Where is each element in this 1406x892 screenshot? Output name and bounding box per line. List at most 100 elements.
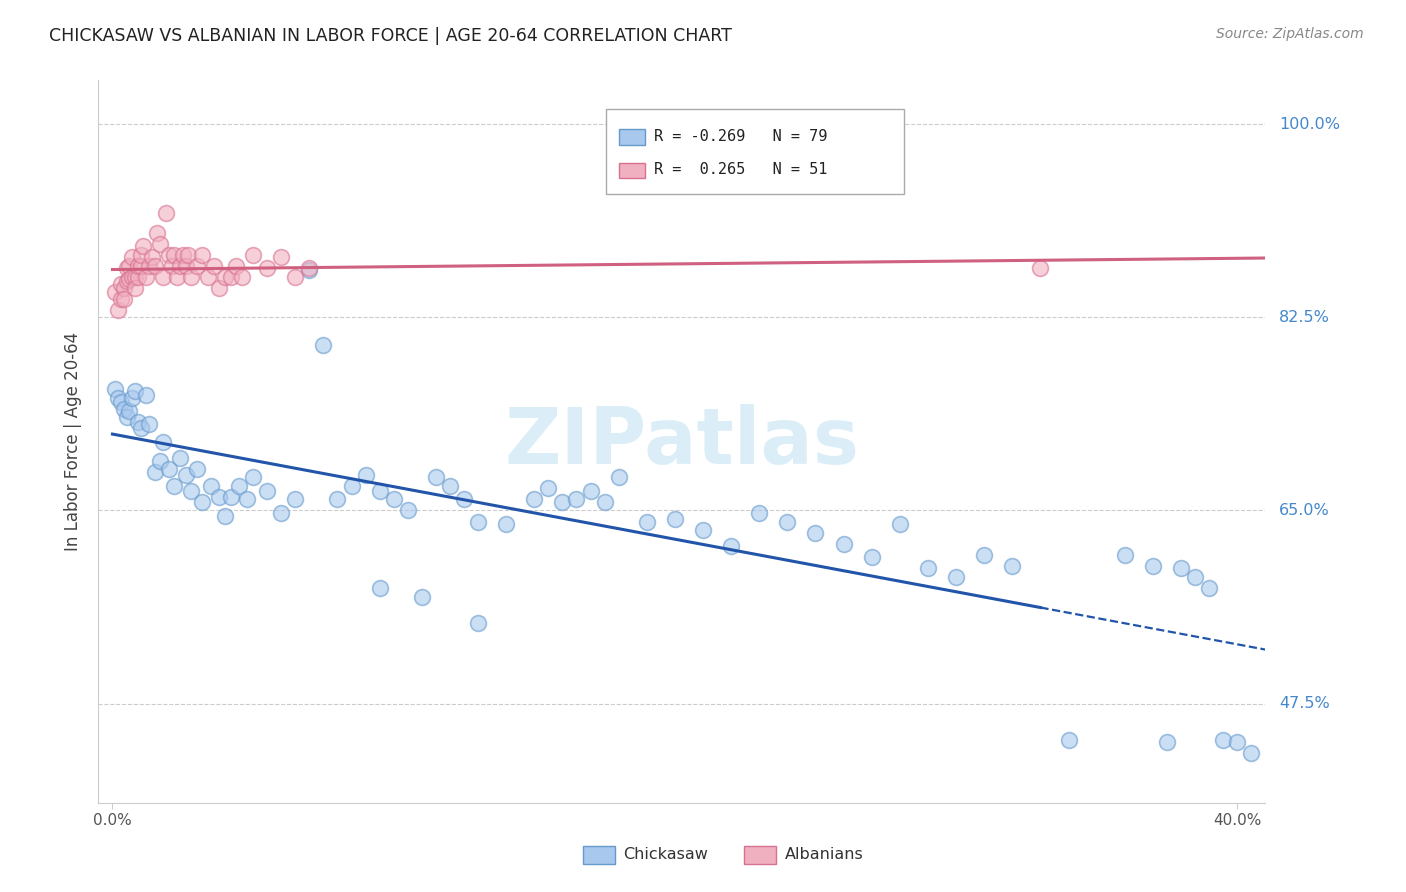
Point (197, 269, 219, 284)
Point (860, 549, 883, 564)
Point (143, 259, 166, 273)
Point (219, 269, 242, 284)
Point (579, 483, 602, 498)
Point (453, 492, 475, 507)
Point (593, 494, 616, 508)
FancyBboxPatch shape (606, 109, 904, 194)
Point (110, 277, 132, 292)
Point (118, 272, 141, 286)
Point (1170, 561, 1192, 575)
Point (1057, 733, 1080, 747)
Point (124, 280, 146, 294)
Point (1029, 260, 1052, 275)
Point (186, 461, 208, 475)
Point (720, 539, 742, 553)
Text: Chickasaw: Chickasaw (624, 847, 709, 863)
Point (256, 260, 278, 275)
Point (1240, 746, 1263, 760)
Point (495, 516, 517, 531)
Point (146, 226, 169, 240)
Point (191, 494, 214, 508)
Point (135, 387, 157, 401)
Point (242, 247, 264, 261)
Point (425, 470, 447, 484)
Point (382, 492, 405, 507)
Point (202, 259, 225, 273)
Text: 82.5%: 82.5% (1279, 310, 1330, 325)
Point (180, 483, 202, 498)
Point (396, 503, 419, 517)
Point (208, 280, 231, 294)
Point (163, 247, 186, 261)
Point (636, 515, 658, 529)
Point (607, 470, 630, 484)
Point (112, 292, 135, 306)
Point (270, 250, 292, 264)
Text: ZIPatlas: ZIPatlas (505, 403, 859, 480)
Point (256, 483, 278, 498)
Point (208, 490, 231, 504)
Point (127, 415, 149, 429)
Point (312, 338, 335, 352)
FancyBboxPatch shape (744, 847, 776, 864)
Point (169, 450, 191, 465)
Text: 65.0%: 65.0% (1279, 503, 1330, 518)
Point (467, 615, 489, 630)
Point (107, 391, 129, 405)
Point (110, 292, 132, 306)
Point (118, 259, 141, 273)
Point (889, 516, 911, 531)
Point (219, 490, 242, 504)
Point (152, 435, 174, 450)
Point (186, 259, 208, 273)
Point (127, 259, 149, 273)
Text: 47.5%: 47.5% (1279, 696, 1330, 711)
Point (1114, 548, 1136, 562)
Point (523, 492, 546, 507)
Point (115, 260, 138, 275)
Point (157, 461, 180, 475)
Text: 100.0%: 100.0% (1279, 117, 1340, 132)
Point (214, 269, 236, 284)
Text: CHICKASAW VS ALBANIAN IN LABOR FORCE | AGE 20-64 CORRELATION CHART: CHICKASAW VS ALBANIAN IN LABOR FORCE | A… (49, 27, 733, 45)
Point (135, 269, 157, 284)
Point (163, 479, 186, 493)
Point (284, 269, 307, 284)
Point (439, 479, 461, 493)
Point (129, 259, 152, 273)
Point (124, 269, 146, 284)
Point (298, 263, 321, 277)
Point (225, 259, 247, 273)
Point (110, 395, 132, 409)
Point (354, 468, 377, 483)
Point (127, 269, 149, 284)
Text: Source: ZipAtlas.com: Source: ZipAtlas.com (1216, 27, 1364, 41)
Point (180, 269, 202, 284)
Y-axis label: In Labor Force | Age 20-64: In Labor Force | Age 20-64 (63, 332, 82, 551)
Point (155, 205, 177, 219)
Point (107, 302, 129, 317)
Point (228, 479, 250, 493)
Point (141, 250, 163, 264)
Point (231, 269, 253, 284)
Point (157, 247, 180, 261)
Point (664, 512, 686, 526)
Point (169, 259, 191, 273)
Point (1212, 733, 1234, 747)
Point (1198, 581, 1220, 595)
Point (138, 259, 160, 273)
Point (368, 483, 391, 498)
Point (121, 391, 143, 405)
Point (270, 506, 292, 520)
Point (172, 247, 194, 261)
Point (411, 590, 433, 604)
Point (467, 515, 489, 529)
Point (115, 409, 138, 424)
Point (692, 524, 714, 538)
Point (945, 569, 967, 583)
Point (121, 250, 143, 264)
Point (537, 482, 560, 496)
Point (748, 506, 770, 520)
Point (1142, 558, 1164, 573)
Point (242, 470, 264, 484)
